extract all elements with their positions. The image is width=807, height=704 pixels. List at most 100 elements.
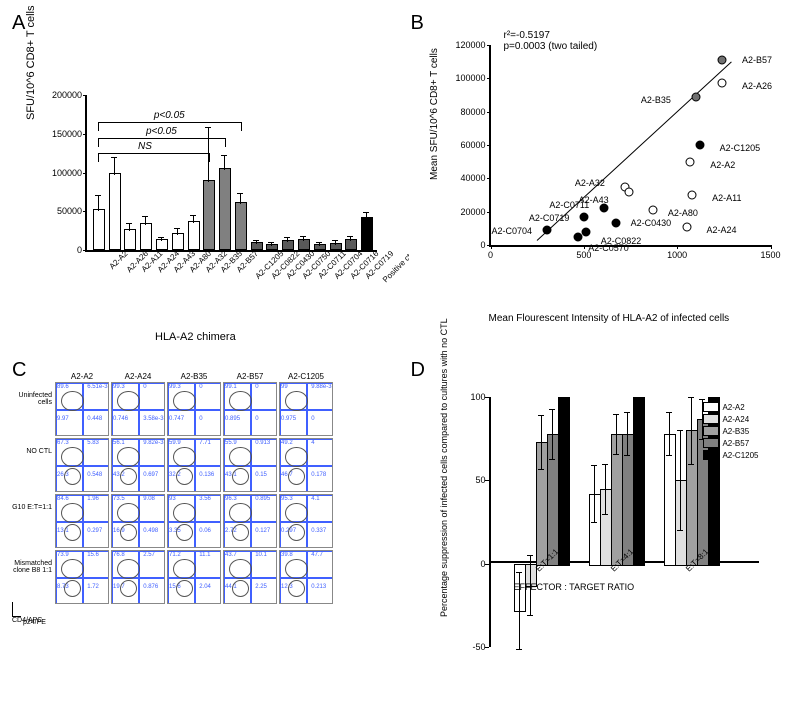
flow-cell: 95.34.10.2970.337 <box>279 494 333 548</box>
flow-quad-value: 0.876 <box>143 584 158 590</box>
chart-a-bar <box>345 239 357 250</box>
chart-d-errorbar <box>605 464 606 514</box>
flow-quad-value: 0.975 <box>281 416 296 422</box>
chart-b-ytick: 100000 <box>446 73 486 83</box>
panel-c: C A2-A2A2-A24A2-B35A2-B57A2-C1205 Uninfe… <box>10 357 399 694</box>
legend-label: A2-A24 <box>722 415 749 424</box>
chart-a-bar <box>314 244 326 250</box>
chart-d-ytick: 100 <box>461 392 486 402</box>
chart-b-r2: r²=-0.5197 <box>504 30 550 41</box>
flow-cell: 59.97.7132.20.136 <box>167 438 221 492</box>
flow-quad-value: 0 <box>311 416 314 422</box>
flow-quad-value: 11.1 <box>199 552 210 558</box>
chart-a-bar <box>361 217 373 250</box>
flow-cell: 99.300.7470 <box>167 382 221 436</box>
chart-a-ytick: 0 <box>42 245 82 255</box>
flow-quad-value: 0.15 <box>255 472 267 478</box>
chart-a-bar <box>251 242 263 250</box>
flow-quad-value: 47.7 <box>311 552 323 558</box>
chart-b-point-label: A2-B35 <box>641 95 671 105</box>
chart-d-bar <box>558 397 570 566</box>
chart-b-point <box>542 226 551 235</box>
flow-quad-value: 0.746 <box>113 416 128 422</box>
chart-d-errorbar <box>702 399 703 439</box>
chart-b-ytick: 120000 <box>446 40 486 50</box>
chart-a-ytick: 100000 <box>42 168 82 178</box>
flow-quad-value: 0.337 <box>311 528 326 534</box>
chart-b-point-label: A2-A80 <box>668 208 698 218</box>
flow-cell: 49.2446.70.178 <box>279 438 333 492</box>
flow-quad-value: 0.213 <box>311 584 326 590</box>
chart-d-legend: A2-A2A2-A24A2-B35A2-B57A2-C1205 <box>703 402 758 462</box>
flow-quad-value: 0.747 <box>169 416 184 422</box>
flow-quad-value: 2.04 <box>199 584 211 590</box>
chart-a-bar <box>188 221 200 250</box>
flow-cell: 999.88e-30.9750 <box>279 382 333 436</box>
chart-a-errorbar <box>319 243 320 246</box>
flow-quad-value: 0.448 <box>87 416 102 422</box>
chart-a-errorbar <box>240 194 241 203</box>
chart-b-point <box>611 219 620 228</box>
flow-quad-value: 6.51e-3 <box>87 384 107 390</box>
flow-quad-value: 89.6 <box>57 384 69 390</box>
chart-b-point <box>682 222 691 231</box>
chart-b: r²=-0.5197 p=0.0003 (two tailed) Mean SF… <box>449 30 779 290</box>
flow-cell: 99.100.8950 <box>223 382 277 436</box>
flow-cell: 73.915.68.731.72 <box>55 550 109 604</box>
chart-a-ytick: 50000 <box>42 206 82 216</box>
chart-b-point-label: A2-C0430 <box>631 218 672 228</box>
flow-quad-value: 76.8 <box>113 552 125 558</box>
flow-quad-value: 3.56 <box>199 496 211 502</box>
flow-quad-value: 2.57 <box>143 552 155 558</box>
chart-d-errorbar <box>669 412 670 455</box>
flow-quad-value: 59.9 <box>169 440 181 446</box>
flow-quad-value: 0.548 <box>87 472 102 478</box>
flow-row-label: Mismatched clone B8 1:1 <box>12 560 52 574</box>
flow-cell: 71.211.115.62.04 <box>167 550 221 604</box>
flow-col-header: A2-B35 <box>167 372 221 381</box>
chart-b-point <box>688 191 697 200</box>
chart-a-bracket <box>98 122 242 131</box>
chart-a: SFU/10^6 CD8+ T cells 050000100000150000… <box>65 40 385 290</box>
chart-d-legend-item: A2-A2 <box>703 402 758 412</box>
legend-swatch <box>703 426 719 436</box>
flow-quad-value: 0 <box>255 384 258 390</box>
chart-d-ytick: -50 <box>461 642 486 652</box>
chart-b-xtick: 1500 <box>756 250 786 260</box>
chart-a-errorbar <box>366 213 367 219</box>
flow-quad-value: 73.5 <box>113 496 125 502</box>
chart-b-ytick: 0 <box>446 240 486 250</box>
chart-a-errorbar <box>256 241 257 244</box>
flow-col-header: A2-A24 <box>111 372 165 381</box>
flow-quad-value: 1.72 <box>87 584 99 590</box>
legend-swatch <box>703 438 719 448</box>
flow-quad-value: 4.1 <box>311 496 319 502</box>
panel-d-label: D <box>411 359 425 382</box>
chart-d-ytick: 50 <box>461 475 486 485</box>
chart-a-bracket-label: p<0.05 <box>154 110 185 121</box>
chart-a-bar <box>235 202 247 251</box>
chart-b-ytick: 40000 <box>446 173 486 183</box>
chart-b-point-label: A2-A24 <box>707 225 737 235</box>
legend-label: A2-A2 <box>722 403 744 412</box>
flow-cell: 99.300.7463.58e-3 <box>111 382 165 436</box>
chart-b-point-label: A2-A11 <box>712 193 741 203</box>
chart-b-point <box>695 141 704 150</box>
chart-a-plot: 050000100000150000200000A2-A2A2-A26A2-A1… <box>85 95 377 252</box>
flow-quad-value: 55.9 <box>225 440 237 446</box>
chart-b-point <box>579 212 588 221</box>
chart-d-bar <box>633 397 645 566</box>
flow-col-header: A2-C1205 <box>279 372 333 381</box>
flow-quad-value: 0 <box>199 384 202 390</box>
panel-c-label: C <box>12 359 26 382</box>
flow-quad-value: 5.83 <box>87 440 99 446</box>
chart-d-errorbar <box>541 415 542 468</box>
flow-quad-value: 99 <box>281 384 288 390</box>
chart-a-errorbar <box>224 156 225 170</box>
legend-label: A2-B35 <box>722 427 749 436</box>
flow-quad-value: 9.97 <box>57 416 69 422</box>
flow-cell: 43.710.144.12.25 <box>223 550 277 604</box>
chart-a-errorbar <box>350 237 351 241</box>
chart-d-xlabel: EFFECTOR : TARGET RATIO <box>514 582 635 592</box>
chart-b-point-label: A2-C1205 <box>720 143 761 153</box>
